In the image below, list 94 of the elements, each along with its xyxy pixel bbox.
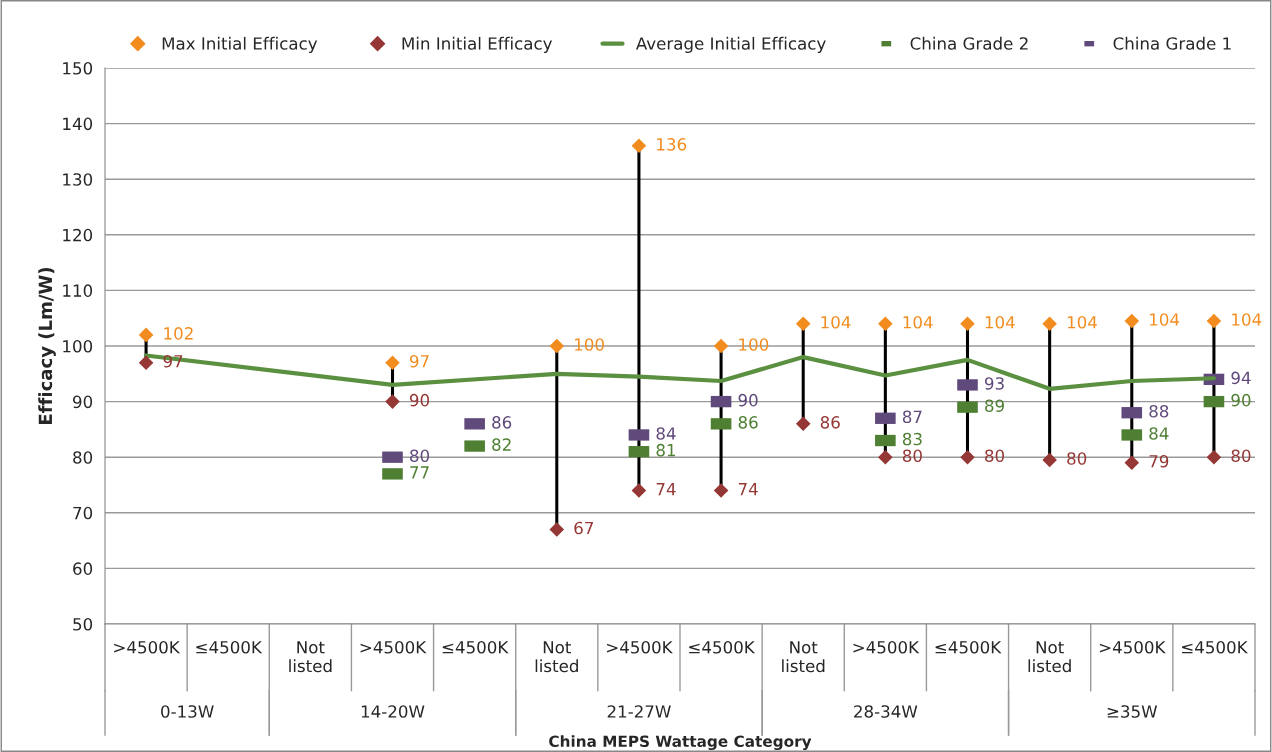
x-tick-label: ≤4500K xyxy=(689,640,756,654)
y-tick-label: 80 xyxy=(73,451,93,464)
data-label: 80 xyxy=(985,449,1005,463)
point xyxy=(713,483,729,498)
x-tick-label: ≤4500K xyxy=(935,640,1002,654)
x-tick-label: Not listed xyxy=(535,641,578,673)
point xyxy=(713,338,729,354)
data-label: 79 xyxy=(1149,454,1169,468)
x-tick-label: ≤4500K xyxy=(196,640,263,654)
x-tick-label: >4500K xyxy=(1099,640,1166,654)
x-tick-label: >4500K xyxy=(114,640,181,654)
y-tick-label: 120 xyxy=(63,228,93,242)
point xyxy=(1042,452,1057,468)
data-label: 97 xyxy=(409,354,429,368)
data-label: 83 xyxy=(902,432,922,446)
data-label: 104 xyxy=(1232,313,1262,326)
x-tick-label: ≤4500K xyxy=(442,640,509,654)
data-label: 86 xyxy=(738,416,758,429)
point xyxy=(1124,455,1140,471)
data-label: 90 xyxy=(1231,393,1251,407)
x-axis-title: China MEPS Wattage Category xyxy=(549,735,812,751)
point xyxy=(549,338,565,354)
data-label: 89 xyxy=(985,399,1004,412)
legend-label: Min Initial Efficacy xyxy=(402,36,553,53)
data-label: 104 xyxy=(985,315,1015,329)
data-label: 81 xyxy=(656,443,676,457)
text: 0-13W xyxy=(161,705,214,718)
x-tick-label: >4500K xyxy=(853,640,920,654)
data-label: 104 xyxy=(903,315,933,329)
y-tick-label: 130 xyxy=(63,173,93,186)
legend-label: Max Initial Efficacy xyxy=(162,36,318,53)
point xyxy=(385,394,400,409)
data-label: 86 xyxy=(492,416,512,429)
data-label: 74 xyxy=(656,483,676,496)
data-label: 86 xyxy=(820,416,840,429)
point xyxy=(878,316,893,332)
data-label: 87 xyxy=(902,410,922,424)
y-tick-label: 150 xyxy=(63,61,93,75)
y-axis-title: Efficacy (Lm/W) xyxy=(38,267,56,424)
point xyxy=(138,355,154,370)
legend-label: China Grade 1 xyxy=(1113,36,1231,50)
text: 14-20W xyxy=(361,705,425,718)
data-label: 80 xyxy=(1231,449,1251,463)
data-label: 104 xyxy=(821,315,851,329)
y-tick-label: 100 xyxy=(63,339,93,353)
x-tick-label: ≤4500K xyxy=(1182,640,1248,654)
y-tick-label: 110 xyxy=(63,284,93,297)
text: 21-27W xyxy=(607,705,671,718)
point xyxy=(385,355,400,370)
point xyxy=(549,522,565,537)
data-label: 84 xyxy=(656,427,676,440)
point xyxy=(1206,449,1222,465)
point xyxy=(960,316,975,332)
point xyxy=(1042,316,1057,332)
x-tick-label: Not listed xyxy=(782,641,825,673)
point xyxy=(631,483,647,498)
legend-label: Average Initial Efficacy xyxy=(635,36,826,53)
y-tick-label: 140 xyxy=(63,117,93,131)
data-label: 93 xyxy=(984,377,1004,390)
point xyxy=(1206,313,1222,329)
point xyxy=(795,416,811,432)
point xyxy=(795,316,811,332)
point xyxy=(138,327,154,343)
data-label: 104 xyxy=(1067,315,1097,329)
point xyxy=(631,138,647,154)
data-label: 80 xyxy=(902,449,922,463)
x-tick-label: Not listed xyxy=(289,641,332,673)
data-label: 102 xyxy=(164,327,193,340)
y-tick-label: 50 xyxy=(73,617,93,631)
data-label: 100 xyxy=(575,338,604,351)
data-label: 136 xyxy=(657,138,687,151)
y-tick-label: 70 xyxy=(73,506,93,520)
x-tick-label: Not listed xyxy=(1028,641,1071,673)
data-label: 88 xyxy=(1149,404,1169,418)
text: 28-34W xyxy=(854,705,918,718)
data-label: 67 xyxy=(574,521,593,535)
data-label: 74 xyxy=(738,483,758,496)
y-tick-label: 60 xyxy=(73,562,93,575)
data-label: 100 xyxy=(739,338,769,351)
point xyxy=(960,449,975,465)
data-label: 104 xyxy=(1150,313,1180,326)
y-tick-label: 90 xyxy=(73,395,93,409)
data-label: 94 xyxy=(1231,371,1251,385)
x-tick-label: >4500K xyxy=(607,640,673,654)
text: ≥35W xyxy=(1107,705,1158,718)
data-label: 90 xyxy=(409,393,430,407)
data-label: 77 xyxy=(410,466,429,479)
legend-label: China Grade 2 xyxy=(910,36,1028,50)
x-tick-label: >4500K xyxy=(360,640,427,654)
data-label: 84 xyxy=(1149,427,1169,440)
point xyxy=(1124,313,1140,329)
point xyxy=(878,449,893,465)
data-label: 80 xyxy=(1067,452,1087,465)
data-label: 82 xyxy=(492,438,511,451)
